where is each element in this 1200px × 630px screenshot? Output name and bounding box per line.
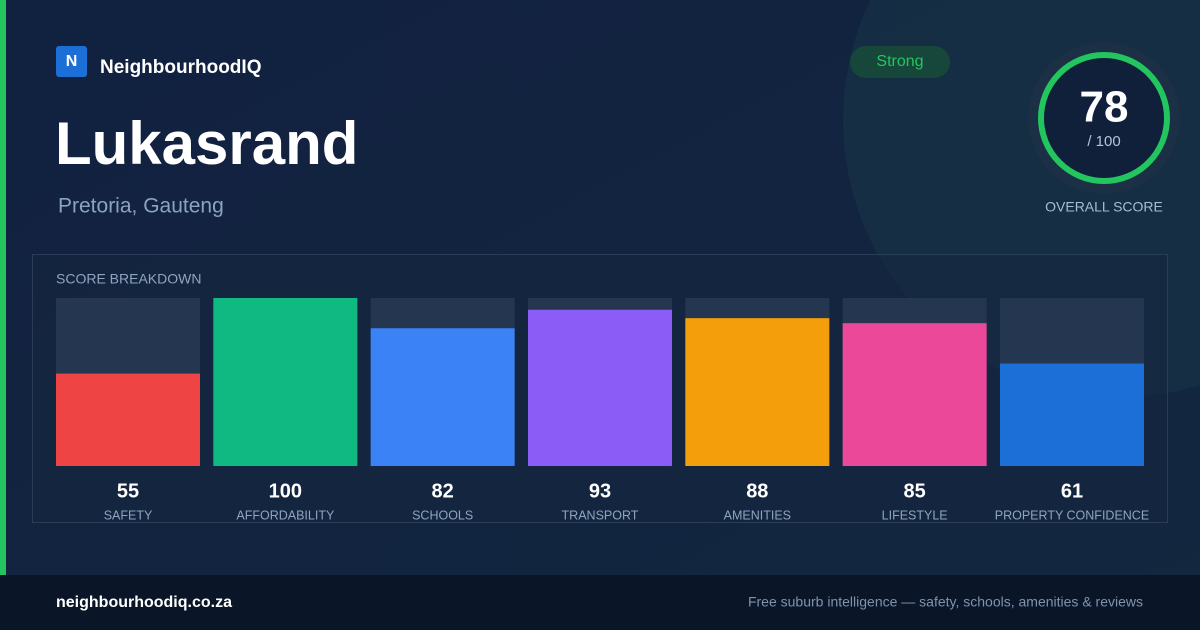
bar [56,373,200,466]
brand-name: NeighbourhoodIQ [100,57,261,78]
accent-bar [0,0,6,575]
overall-max: / 100 [1087,133,1120,150]
badge-text: Strong [876,53,923,70]
bar [527,309,672,466]
footer-tagline: Free suburb intelligence — safety, schoo… [748,594,1143,610]
logo-letter: N [66,53,78,70]
suburb-name: Lukasrand [55,110,358,177]
bar [213,298,358,466]
location: Pretoria, Gauteng [58,195,224,218]
bar [685,318,830,466]
bar [370,328,515,466]
value-label: 85 [904,480,926,502]
category-label: AMENITIES [724,508,791,522]
category-label: AFFORDABILITY [236,508,335,522]
bars: 55 SAFETY 100 AFFORDABILITY 82 SCHOOLS 93 TRANS… [56,298,1149,522]
overall-score: 78 [1080,83,1129,132]
bar [999,363,1144,466]
value-label: 82 [432,480,454,502]
footer [0,575,1200,630]
category-label: SAFETY [104,508,153,522]
value-label: 88 [746,480,768,502]
category-label: TRANSPORT [562,508,639,522]
category-label: SCHOOLS [412,508,473,522]
overall-label: OVERALL SCORE [1045,199,1163,215]
logo [56,46,87,77]
value-label: 93 [589,480,611,502]
value-label: 55 [117,480,139,502]
value-label: 61 [1061,480,1083,502]
value-label: 100 [269,480,302,502]
badge [850,46,950,78]
category-label: LIFESTYLE [882,508,948,522]
category-label: PROPERTY CONFIDENCE [995,508,1149,522]
footer-site: neighbourhoodiq.co.za [56,594,232,611]
chart-title: SCORE BREAKDOWN [56,271,201,287]
bar [842,323,987,466]
score-ring [1038,52,1170,184]
